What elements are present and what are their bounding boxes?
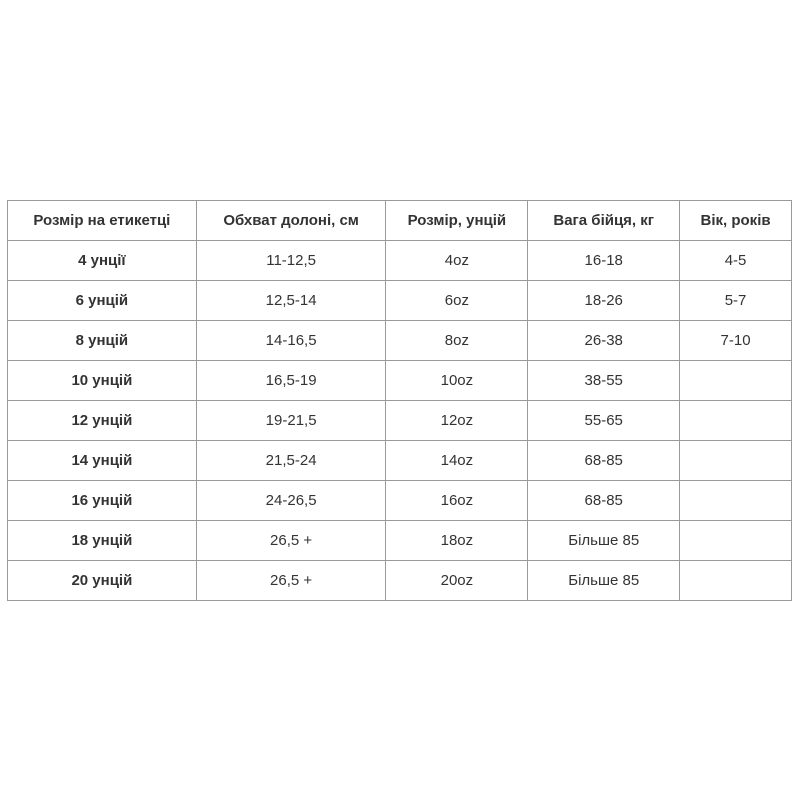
table-row: 4 унції 11-12,5 4oz 16-18 4-5 (7, 240, 792, 281)
table-cell: 14-16,5 (195, 320, 387, 361)
column-header: Розмір на етикетці (7, 200, 197, 241)
table-cell (679, 520, 792, 561)
table-cell: 6oz (385, 280, 529, 321)
table-cell: 12,5-14 (195, 280, 387, 321)
table-cell: 12 унцій (7, 400, 197, 441)
table-cell: 18-26 (527, 280, 681, 321)
table-cell: 26-38 (527, 320, 681, 361)
table-row: 14 унцій 21,5-24 14oz 68-85 (7, 440, 792, 481)
table-row: 8 унцій 14-16,5 8oz 26-38 7-10 (7, 320, 792, 361)
column-header: Розмір, унцій (385, 200, 529, 241)
column-header: Вага бійця, кг (527, 200, 681, 241)
table-header-row: Розмір на етикетці Обхват долоні, см Розмі… (7, 200, 792, 241)
table-cell: 20 унцій (7, 560, 197, 601)
table-cell: 18oz (385, 520, 529, 561)
table-cell: 26,5 + (195, 560, 387, 601)
table-cell: 20oz (385, 560, 529, 601)
table-cell: 24-26,5 (195, 480, 387, 521)
table-cell: 7-10 (679, 320, 792, 361)
column-header: Обхват долоні, см (195, 200, 387, 241)
table-cell: 8 унцій (7, 320, 197, 361)
table-cell: Більше 85 (527, 520, 681, 561)
table-cell: 26,5 + (195, 520, 387, 561)
table-cell: 38-55 (527, 360, 681, 401)
table-cell (679, 360, 792, 401)
table-cell: 21,5-24 (195, 440, 387, 481)
table-cell (679, 440, 792, 481)
table-cell: 16 унцій (7, 480, 197, 521)
table-row: 16 унцій 24-26,5 16oz 68-85 (7, 480, 792, 521)
size-chart-table: Розмір на етикетці Обхват долоні, см Розмі… (7, 200, 792, 601)
table-cell: 12oz (385, 400, 529, 441)
table-cell: 10 унцій (7, 360, 197, 401)
table-cell (679, 400, 792, 441)
table-cell: 14oz (385, 440, 529, 481)
table-cell: 5-7 (679, 280, 792, 321)
table-row: 18 унцій 26,5 +18oz Більше 85 (7, 520, 792, 561)
table-cell: 16-18 (527, 240, 681, 281)
table-cell: 16oz (385, 480, 529, 521)
table-cell: Більше 85 (527, 560, 681, 601)
table-cell: 11-12,5 (195, 240, 387, 281)
table-cell: 55-65 (527, 400, 681, 441)
table-row: 6 унцій 12,5-14 6oz 18-26 5-7 (7, 280, 792, 321)
table-row: 20 унцій 26,5 +20oz Більше 85 (7, 560, 792, 601)
table-cell: 18 унцій (7, 520, 197, 561)
table-row: 12 унцій 19-21,5 12oz 55-65 (7, 400, 792, 441)
column-header: Вік, років (679, 200, 792, 241)
table-cell: 4 унції (7, 240, 197, 281)
table-row: 10 унцій 16,5-19 10oz 38-55 (7, 360, 792, 401)
table-cell: 8oz (385, 320, 529, 361)
table-cell: 68-85 (527, 480, 681, 521)
table-cell: 10oz (385, 360, 529, 401)
table-cell: 19-21,5 (195, 400, 387, 441)
table-cell (679, 560, 792, 601)
table-cell: 4-5 (679, 240, 792, 281)
table-cell: 68-85 (527, 440, 681, 481)
table-cell: 6 унцій (7, 280, 197, 321)
table-cell: 16,5-19 (195, 360, 387, 401)
table-cell: 4oz (385, 240, 529, 281)
table-cell: 14 унцій (7, 440, 197, 481)
table-cell (679, 480, 792, 521)
